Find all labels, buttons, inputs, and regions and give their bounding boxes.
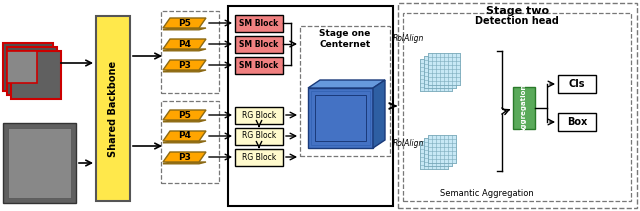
FancyBboxPatch shape	[424, 138, 452, 166]
Text: Semantic Aggregation: Semantic Aggregation	[440, 188, 534, 197]
FancyBboxPatch shape	[235, 149, 283, 165]
Text: P3: P3	[178, 153, 191, 161]
Text: SM Block: SM Block	[239, 39, 278, 49]
Text: RG Block: RG Block	[242, 111, 276, 119]
Polygon shape	[163, 110, 206, 120]
Polygon shape	[163, 28, 206, 30]
Polygon shape	[163, 39, 206, 49]
Text: Aggregation: Aggregation	[521, 83, 527, 133]
Text: P5: P5	[178, 111, 191, 119]
Text: RoIAlign: RoIAlign	[393, 34, 424, 42]
FancyBboxPatch shape	[3, 123, 76, 203]
Text: Centernet: Centernet	[319, 39, 371, 49]
FancyBboxPatch shape	[11, 51, 61, 99]
Text: Detection head: Detection head	[475, 16, 559, 26]
Text: Stage two: Stage two	[486, 6, 549, 16]
Polygon shape	[163, 141, 206, 143]
Polygon shape	[163, 49, 206, 51]
FancyBboxPatch shape	[513, 87, 535, 129]
FancyBboxPatch shape	[308, 88, 373, 148]
Text: SM Block: SM Block	[239, 19, 278, 27]
FancyBboxPatch shape	[235, 107, 283, 123]
FancyBboxPatch shape	[235, 35, 283, 53]
Text: Box: Box	[567, 117, 587, 127]
Text: Stage one: Stage one	[319, 28, 371, 38]
FancyBboxPatch shape	[428, 53, 460, 85]
FancyBboxPatch shape	[235, 127, 283, 145]
Polygon shape	[373, 80, 385, 148]
FancyBboxPatch shape	[558, 113, 596, 131]
FancyBboxPatch shape	[420, 59, 452, 91]
Text: RG Block: RG Block	[242, 153, 276, 161]
Polygon shape	[163, 152, 206, 162]
Polygon shape	[163, 18, 206, 28]
FancyBboxPatch shape	[424, 56, 456, 88]
Text: RoIAlign: RoIAlign	[393, 139, 424, 149]
Text: P5: P5	[178, 19, 191, 27]
FancyBboxPatch shape	[3, 43, 53, 91]
Text: Shared Backbone: Shared Backbone	[108, 60, 118, 157]
Text: P4: P4	[178, 131, 191, 141]
Text: RG Block: RG Block	[242, 131, 276, 141]
FancyBboxPatch shape	[7, 47, 57, 95]
FancyBboxPatch shape	[420, 141, 448, 169]
Text: SM Block: SM Block	[239, 61, 278, 69]
Polygon shape	[308, 80, 385, 88]
FancyBboxPatch shape	[428, 135, 456, 163]
FancyBboxPatch shape	[7, 51, 37, 83]
FancyBboxPatch shape	[235, 15, 283, 31]
Text: Cls: Cls	[569, 79, 585, 89]
Text: P4: P4	[178, 39, 191, 49]
Polygon shape	[163, 120, 206, 122]
Polygon shape	[163, 60, 206, 70]
FancyBboxPatch shape	[235, 57, 283, 73]
Polygon shape	[163, 70, 206, 72]
Text: P3: P3	[178, 61, 191, 69]
Polygon shape	[163, 162, 206, 164]
Polygon shape	[163, 131, 206, 141]
FancyBboxPatch shape	[558, 75, 596, 93]
FancyBboxPatch shape	[8, 128, 71, 198]
FancyBboxPatch shape	[96, 16, 130, 201]
